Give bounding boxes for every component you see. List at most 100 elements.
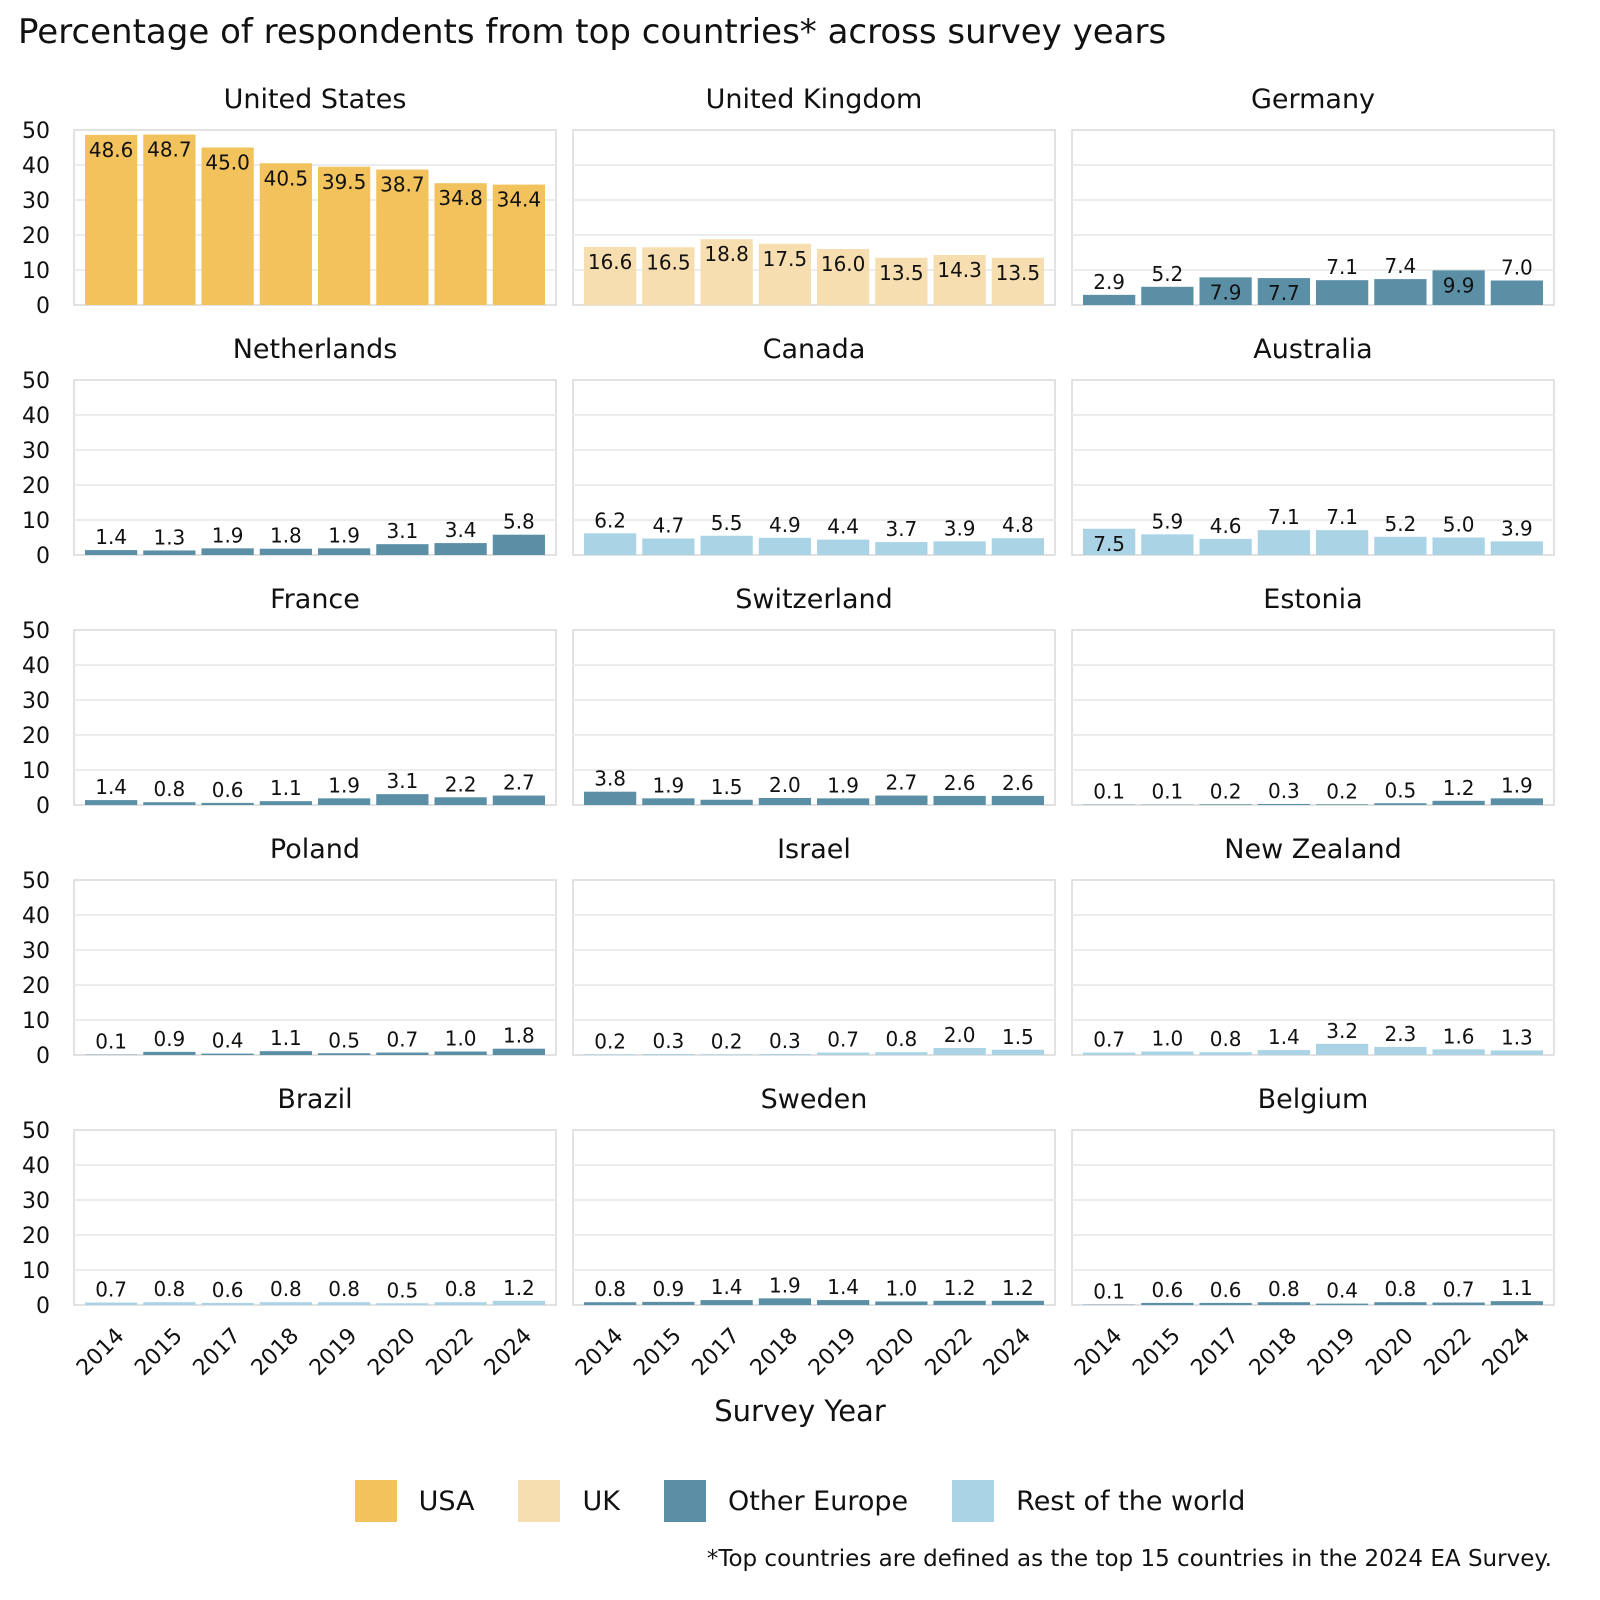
data-label-sweden-2017: 1.4	[711, 1275, 743, 1299]
data-label-belgium-2014: 0.1	[1093, 1280, 1125, 1304]
x-axis-title: Survey Year	[714, 1394, 886, 1428]
bar-new-zealand-2019	[1316, 1043, 1369, 1055]
x-tick-label-2018: 2018	[247, 1324, 304, 1381]
bar-australia-2014	[1083, 528, 1136, 555]
x-tick-label-2020: 2020	[862, 1324, 919, 1381]
bar-switzerland-2022	[933, 795, 986, 805]
y-tick-label: 30	[22, 939, 50, 964]
data-label-sweden-2018: 1.9	[769, 1273, 801, 1297]
data-label-switzerland-2018: 2.0	[769, 773, 801, 797]
data-label-united-kingdom-2019: 16.0	[821, 252, 866, 276]
data-label-france-2019: 1.9	[328, 773, 360, 797]
data-label-poland-2022: 1.0	[445, 1027, 477, 1051]
data-label-israel-2018: 0.3	[769, 1029, 801, 1053]
bar-canada-2020	[875, 542, 928, 555]
x-tick-label-2014: 2014	[1070, 1324, 1127, 1381]
data-label-sweden-2015: 0.9	[652, 1277, 684, 1301]
bar-sweden-2022	[933, 1300, 986, 1305]
panel-title-israel: Israel	[777, 834, 851, 865]
legend-swatch-rest-of-world	[952, 1480, 995, 1522]
y-tick-label: 10	[22, 759, 50, 784]
bar-brazil-2015	[143, 1302, 196, 1305]
data-label-germany-2015: 5.2	[1151, 262, 1183, 286]
data-label-belgium-2020: 0.8	[1384, 1277, 1416, 1301]
data-label-sweden-2019: 1.4	[827, 1275, 859, 1299]
y-tick-label: 20	[22, 974, 50, 999]
bar-australia-2024	[1490, 541, 1543, 555]
data-label-belgium-2015: 0.6	[1151, 1278, 1183, 1302]
panel-frame-netherlands	[73, 379, 557, 556]
data-label-belgium-2022: 0.7	[1443, 1278, 1475, 1302]
panel-frame-switzerland	[572, 629, 1056, 806]
y-tick-label: 50	[22, 1119, 50, 1144]
panel-title-poland: Poland	[270, 834, 360, 865]
panel-frame-brazil	[73, 1129, 557, 1306]
data-label-estonia-2019: 0.2	[1326, 779, 1358, 803]
bar-germany-2019	[1316, 280, 1369, 305]
data-label-israel-2024: 1.5	[1002, 1025, 1034, 1049]
data-label-belgium-2018: 0.8	[1268, 1277, 1300, 1301]
bar-united-kingdom-2017	[700, 239, 753, 305]
data-label-poland-2024: 1.8	[503, 1024, 535, 1048]
x-tick-label-2018: 2018	[1245, 1324, 1302, 1381]
x-tick-label-2014: 2014	[571, 1324, 628, 1381]
bar-belgium-2018	[1257, 1302, 1310, 1305]
y-tick-label: 20	[22, 224, 50, 249]
data-label-netherlands-2017: 1.9	[212, 523, 244, 547]
bar-estonia-2018	[1257, 803, 1310, 805]
legend: USA UK Other Europe Rest of the world	[0, 1480, 1600, 1522]
data-label-germany-2020: 7.4	[1384, 254, 1416, 278]
data-label-united-kingdom-2022: 14.3	[937, 258, 982, 282]
data-label-estonia-2014: 0.1	[1093, 780, 1125, 804]
data-label-united-kingdom-2015: 16.5	[646, 250, 691, 274]
data-label-canada-2020: 3.7	[885, 517, 917, 541]
bar-israel-2018	[758, 1053, 811, 1055]
data-label-germany-2022: 9.9	[1443, 273, 1475, 297]
x-tick-label-2019: 2019	[804, 1324, 861, 1381]
bar-canada-2022	[933, 541, 986, 555]
x-tick-label-2022: 2022	[422, 1324, 479, 1381]
panel-title-united-kingdom: United Kingdom	[706, 84, 923, 115]
data-label-estonia-2024: 1.9	[1501, 773, 1533, 797]
data-label-belgium-2024: 1.1	[1501, 1276, 1533, 1300]
bar-netherlands-2014	[85, 550, 138, 555]
data-label-poland-2014: 0.1	[95, 1030, 127, 1054]
bar-france-2015	[143, 802, 196, 805]
bar-israel-2024	[991, 1049, 1044, 1055]
footnote: *Top countries are defined as the top 15…	[706, 1546, 1552, 1572]
panel-title-new-zealand: New Zealand	[1224, 834, 1401, 865]
data-label-france-2017: 0.6	[212, 778, 244, 802]
data-label-australia-2022: 5.0	[1443, 513, 1475, 537]
bar-united-states-2019	[318, 166, 371, 305]
x-tick-label-2017: 2017	[1187, 1324, 1244, 1381]
legend-swatch-other-europe	[663, 1480, 706, 1522]
data-label-poland-2017: 0.4	[212, 1029, 244, 1053]
bar-united-states-2017	[201, 147, 254, 305]
bar-sweden-2020	[875, 1301, 928, 1305]
bar-france-2017	[201, 802, 254, 805]
data-label-australia-2019: 7.1	[1326, 505, 1358, 529]
bar-united-states-2024	[492, 184, 545, 305]
bar-france-2020	[376, 794, 429, 805]
data-label-new-zealand-2018: 1.4	[1268, 1025, 1300, 1049]
data-label-poland-2018: 1.1	[270, 1026, 302, 1050]
bar-new-zealand-2020	[1374, 1046, 1427, 1055]
bar-switzerland-2019	[817, 798, 870, 805]
x-tick-label-2015: 2015	[629, 1324, 686, 1381]
bar-israel-2020	[875, 1052, 928, 1055]
bar-new-zealand-2024	[1490, 1050, 1543, 1055]
data-label-brazil-2022: 0.8	[445, 1277, 477, 1301]
bar-united-kingdom-2014	[584, 246, 637, 305]
x-tick-label-2017: 2017	[688, 1324, 745, 1381]
data-label-france-2018: 1.1	[270, 776, 302, 800]
bar-germany-2024	[1490, 280, 1543, 305]
data-label-germany-2014: 2.9	[1093, 270, 1125, 294]
data-label-brazil-2015: 0.8	[153, 1277, 185, 1301]
y-tick-label: 30	[22, 189, 50, 214]
bar-united-kingdom-2022	[933, 254, 986, 305]
bar-new-zealand-2018	[1257, 1050, 1310, 1055]
bar-brazil-2019	[318, 1302, 371, 1305]
panel-frame-sweden	[572, 1129, 1056, 1306]
bar-united-states-2020	[376, 169, 429, 305]
